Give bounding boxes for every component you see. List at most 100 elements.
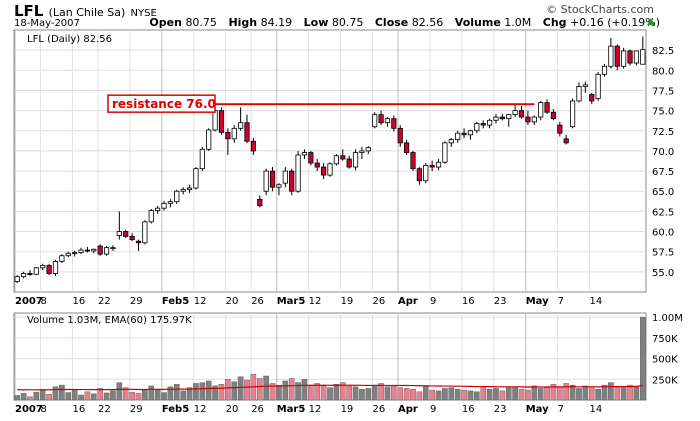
volume-bar: [410, 389, 416, 401]
price-x-tick-label: Mar5: [277, 296, 306, 307]
candle-body: [410, 152, 416, 170]
candle-body: [627, 50, 633, 64]
price-y-tick-label: 57.5: [652, 248, 674, 259]
price-y-tick-label: 62.5: [652, 207, 674, 218]
candle-body: [423, 165, 429, 182]
candle-body: [614, 45, 620, 67]
candle-body: [359, 150, 365, 153]
candle-body: [129, 235, 135, 240]
volume-bar: [27, 396, 33, 401]
volume-bar: [97, 388, 103, 401]
volume-x-tick-label: 2007: [15, 404, 43, 415]
price-x-tick-label: May: [526, 296, 549, 307]
volume-bar: [525, 389, 531, 401]
volume-x-tick-label: 12: [194, 404, 207, 415]
candle-body: [557, 124, 563, 134]
candle-body: [142, 221, 148, 244]
candle-body: [72, 252, 78, 254]
candle-body: [78, 249, 84, 253]
quote-stats: Open 80.75 High 84.19 Low 80.75 Close 82…: [141, 16, 660, 29]
candle-body: [193, 168, 199, 189]
price-y-tick-label: 70.0: [652, 147, 674, 158]
volume-bar: [91, 393, 97, 401]
candle-body: [640, 49, 646, 65]
volume-bar: [314, 383, 321, 401]
volume-bar: [154, 389, 161, 401]
resistance-label: resistance 76.0: [112, 97, 216, 111]
candle-body: [563, 138, 569, 144]
volume-bar: [148, 385, 155, 401]
price-legend: LFL (Daily) 82.56: [27, 34, 112, 45]
candle-body: [435, 161, 442, 168]
candle-body: [52, 260, 59, 274]
volume-bar: [454, 389, 461, 401]
volume-bar: [359, 389, 365, 401]
volume-y-tick-label: 1.00M: [652, 313, 683, 324]
volume-bar: [46, 394, 52, 401]
candle-body: [301, 152, 308, 156]
volume-bar: [569, 384, 576, 401]
volume-bar: [429, 389, 435, 401]
volume-bar: [59, 384, 65, 401]
volume-bar: [231, 381, 238, 401]
price-x-tick-label: Apr: [398, 296, 418, 307]
volume-bar: [608, 382, 614, 401]
candle-body: [340, 155, 346, 160]
candle-body: [97, 245, 103, 255]
up-arrow-icon: [647, 18, 655, 25]
candle-body: [365, 147, 371, 152]
candle-body: [282, 170, 288, 184]
price-y-tick-label: 75.0: [652, 107, 674, 118]
volume-x-tick-label: 16: [462, 404, 475, 415]
candle-body: [244, 122, 250, 142]
volume-bar: [346, 385, 352, 401]
candle-body: [550, 111, 557, 120]
volume-legend: Volume 1.03M, EMA(60) 175.97K: [27, 315, 192, 326]
price-x-tick-label: 23: [494, 296, 507, 307]
candle-body: [352, 152, 359, 168]
price-y-tick-label: 72.5: [652, 127, 674, 138]
price-x-tick-label: 2007: [15, 296, 43, 307]
candle-body: [582, 84, 588, 87]
price-y-tick-label: 55.0: [652, 268, 674, 279]
candle-body: [455, 132, 461, 141]
candle-body: [621, 50, 627, 67]
candle-body: [20, 273, 27, 278]
volume-x-tick-label: 19: [341, 404, 354, 415]
candle-body: [327, 163, 333, 176]
candle-body: [167, 201, 173, 204]
volume-bar: [218, 384, 225, 401]
volume-bar: [480, 387, 487, 401]
price-y-tick-label: 80.0: [652, 66, 674, 77]
candle-body: [84, 249, 91, 252]
candle-body: [576, 86, 582, 102]
volume-bar: [327, 387, 333, 401]
volume-bar: [103, 392, 110, 401]
change-stat: Chg +0.16 (+0.19%): [542, 16, 660, 29]
candle-body: [480, 123, 486, 126]
credit-label: © StockCharts.com: [546, 3, 654, 16]
volume-y-tick-label: 750K: [652, 334, 678, 345]
volume-bar: [52, 386, 59, 401]
candle-body: [569, 100, 576, 128]
candle-body: [416, 168, 422, 182]
candle-body: [346, 158, 352, 168]
volume-bar: [295, 382, 301, 401]
candle-body: [474, 123, 480, 132]
volume-bar: [14, 395, 20, 401]
volume-stat: Volume 1.0M: [454, 16, 532, 29]
volume-bar: [256, 378, 263, 401]
volume-bar: [65, 392, 72, 401]
candle-body: [59, 255, 65, 262]
candle-body: [518, 110, 525, 118]
candle-body: [103, 247, 110, 255]
volume-bar: [110, 390, 116, 401]
volume-x-tick-label: Mar5: [277, 404, 306, 415]
price-x-tick-label: 20: [226, 296, 239, 307]
volume-bar: [142, 389, 148, 401]
volume-bar: [39, 389, 46, 401]
candle-body: [633, 50, 640, 64]
volume-bar: [71, 389, 78, 401]
candle-body: [467, 130, 474, 136]
volume-bar: [505, 387, 512, 401]
